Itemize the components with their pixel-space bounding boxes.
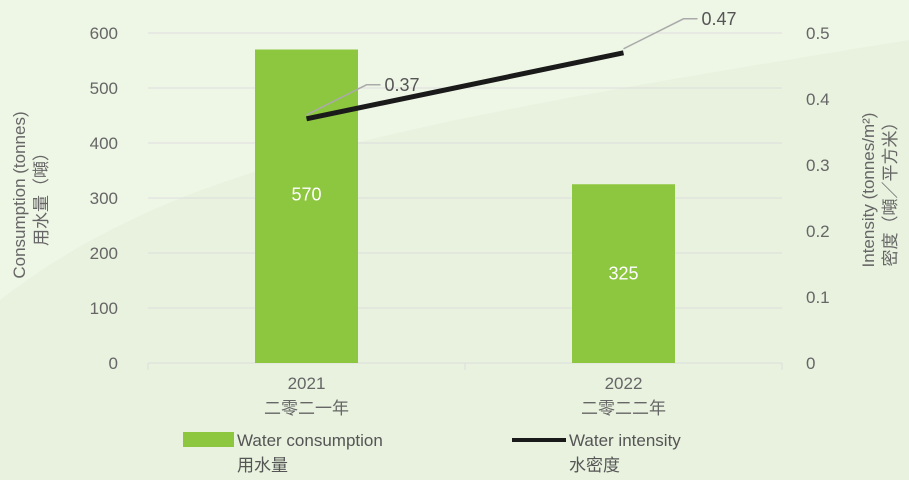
legend-line-label-zh: 水密度 [569, 456, 620, 475]
y2-tick-label: 0.5 [806, 24, 830, 43]
y-axis-title: Consumption (tonnes) [10, 111, 29, 278]
y-tick-label: 500 [90, 79, 118, 98]
x-category-label-zh: 二零二二年 [581, 399, 666, 418]
legend-line-label: Water intensity [569, 431, 681, 450]
bar [572, 184, 675, 363]
legend-bar-label-zh: 用水量 [237, 456, 288, 475]
y-axis-title-zh: 用水量（噸） [32, 144, 51, 246]
y-tick-label: 0 [109, 354, 118, 373]
legend-bar-label: Water consumption [237, 431, 383, 450]
background-swoosh [0, 40, 909, 480]
x-category-label-zh: 二零二一年 [264, 399, 349, 418]
bar-value-label: 325 [608, 264, 638, 284]
axis-ticks: 0 100 200 300 400 500 600 0 0.1 0.2 0.3 0.4 0.5 2021 二… [90, 24, 830, 418]
bar-value-label: 570 [291, 184, 321, 204]
legend-bar-swatch [183, 432, 234, 447]
y2-tick-label: 0.1 [806, 288, 830, 307]
x-category-label: 2022 [605, 374, 643, 393]
y-tick-label: 100 [90, 299, 118, 318]
y2-tick-label: 0.2 [806, 222, 830, 241]
y2-axis-title-zh: 密度（噸／平方米） [881, 114, 900, 267]
callout-leader [623, 18, 698, 50]
x-category-label: 2021 [288, 374, 326, 393]
bar [255, 49, 358, 363]
y-tick-label: 300 [90, 189, 118, 208]
callout-label: 0.47 [702, 9, 737, 29]
y2-tick-label: 0 [806, 354, 815, 373]
intensity-line [305, 50, 625, 122]
bars: 570 325 [255, 49, 675, 363]
y-tick-label: 400 [90, 134, 118, 153]
callout-leader [306, 84, 381, 116]
y-tick-label: 200 [90, 244, 118, 263]
y-tick-label: 600 [90, 24, 118, 43]
intensity-line-group: 0.37 0.47 [305, 9, 737, 122]
y2-tick-label: 0.3 [806, 156, 830, 175]
y2-tick-label: 0.4 [806, 90, 830, 109]
callout-label: 0.37 [385, 75, 420, 95]
y2-axis-title: Intensity (tonnes/m²) [859, 113, 878, 268]
legend: Water consumption 用水量 Water intensity 水密… [183, 431, 681, 475]
